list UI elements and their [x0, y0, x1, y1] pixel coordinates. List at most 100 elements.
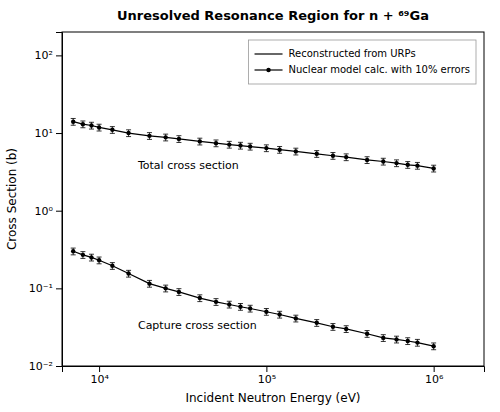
error-bar — [277, 311, 282, 318]
y-tick: 10¹ — [35, 127, 62, 140]
error-bar-cap — [80, 258, 85, 259]
error-bar-cap — [293, 154, 298, 155]
error-bar-cap — [147, 287, 152, 288]
error-bar — [197, 138, 202, 145]
error-bar — [394, 160, 399, 167]
error-bar-cap — [248, 143, 253, 144]
data-point — [381, 159, 385, 163]
error-bar-cap — [394, 336, 399, 337]
error-bar-cap — [89, 260, 94, 261]
data-point — [381, 336, 385, 340]
data-point — [406, 163, 410, 167]
error-bar-cap — [71, 125, 76, 126]
x-tick-mark — [266, 366, 267, 372]
error-bar-cap — [97, 263, 102, 264]
data-point — [163, 135, 167, 139]
error-bar-cap — [176, 142, 181, 143]
error-bar-cap — [238, 303, 243, 304]
data-point — [110, 264, 114, 268]
data-point — [315, 321, 319, 325]
y-tick-label: 10¹ — [35, 127, 53, 140]
data-point — [365, 332, 369, 336]
error-bar-cap — [110, 126, 115, 127]
legend: Reconstructed from URPsNuclear model cal… — [249, 40, 476, 84]
y-tick-label: 10⁻¹ — [29, 282, 53, 295]
x-tick-label: 10⁶ — [425, 373, 444, 386]
data-point — [406, 339, 410, 343]
data-point — [294, 149, 298, 153]
error-bar-cap — [394, 342, 399, 343]
error-bar-cap — [163, 291, 168, 292]
error-bar-cap — [227, 141, 232, 142]
error-bar — [89, 122, 94, 129]
legend-swatch — [255, 53, 283, 54]
error-bar-cap — [238, 142, 243, 143]
error-bar-cap — [293, 148, 298, 149]
x-tick: 10⁵ — [258, 366, 276, 386]
error-bar-cap — [344, 325, 349, 326]
error-bar — [365, 331, 370, 338]
error-bar — [314, 320, 319, 327]
error-bar-cap — [80, 120, 85, 121]
annotation: Capture cross section — [138, 319, 257, 332]
data-point — [81, 122, 85, 126]
error-bar-cap — [163, 134, 168, 135]
error-bar-cap — [214, 146, 219, 147]
y-tick: 10⁻² — [29, 360, 62, 373]
error-bar-cap — [227, 308, 232, 309]
data-point — [214, 141, 218, 145]
error-bar-cap — [147, 139, 152, 140]
data-point — [214, 300, 218, 304]
error-bar-cap — [71, 254, 76, 255]
data-point — [394, 337, 398, 341]
error-bar — [147, 133, 152, 140]
error-bar-cap — [415, 346, 420, 347]
error-bar-cap — [97, 257, 102, 258]
error-bar-cap — [381, 165, 386, 166]
error-bar-cap — [330, 323, 335, 324]
error-bar — [97, 124, 102, 131]
error-bar-cap — [126, 129, 131, 130]
data-point — [431, 344, 435, 348]
x-tick-label: 10⁴ — [90, 373, 109, 386]
error-bar-cap — [344, 153, 349, 154]
error-bar — [344, 154, 349, 161]
error-bar-cap — [89, 122, 94, 123]
error-bar-cap — [110, 269, 115, 270]
data-layer — [71, 118, 436, 349]
error-bar — [330, 324, 335, 331]
error-bar-cap — [330, 330, 335, 331]
error-bar-cap — [314, 150, 319, 151]
error-bar-cap — [405, 337, 410, 338]
error-bar-cap — [394, 166, 399, 167]
error-bar-cap — [415, 169, 420, 170]
error-bar — [381, 335, 386, 342]
error-bar — [264, 309, 269, 316]
error-bar-cap — [314, 319, 319, 320]
error-bar-cap — [381, 158, 386, 159]
error-bar — [415, 162, 420, 169]
error-bar-cap — [365, 337, 370, 338]
data-point — [227, 302, 231, 306]
error-bar-cap — [110, 133, 115, 134]
error-bar — [80, 252, 85, 259]
chart-container: 10⁴10⁵10⁶10⁻²10⁻¹10⁰10¹10²Total cross se… — [0, 0, 500, 412]
error-bar-cap — [97, 131, 102, 132]
error-bar — [176, 289, 181, 296]
data-point — [344, 327, 348, 331]
data-point — [315, 152, 319, 156]
error-bar-cap — [277, 153, 282, 154]
error-bar — [147, 280, 152, 287]
data-point — [277, 312, 281, 316]
y-tick-label: 10⁰ — [35, 205, 54, 218]
data-point — [238, 305, 242, 309]
plot-area: 10⁴10⁵10⁶10⁻²10⁻¹10⁰10¹10²Total cross se… — [29, 32, 485, 386]
error-bar — [431, 343, 436, 350]
error-bar-cap — [431, 165, 436, 166]
error-bar — [227, 301, 232, 308]
annotation: Total cross section — [137, 159, 239, 172]
data-point — [147, 281, 151, 285]
error-bar-cap — [314, 326, 319, 327]
error-bar-cap — [330, 152, 335, 153]
error-bar — [126, 270, 131, 277]
